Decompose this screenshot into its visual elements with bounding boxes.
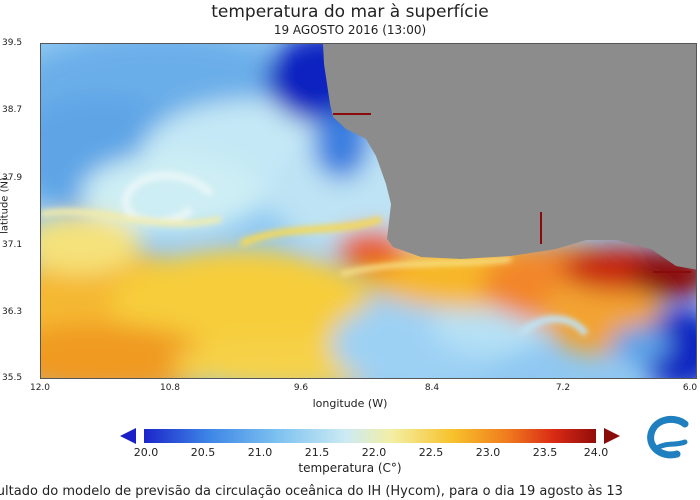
caption: sultado do modelo de previsão da circula… [0,484,623,499]
colorbar-tick: 20.5 [190,446,216,459]
colorbar-gradient [140,429,600,443]
x-tick: 7.2 [555,383,571,393]
y-tick: 37.9 [2,173,23,183]
x-tick: 8.4 [424,383,440,393]
y-tick: 39.5 [2,38,23,48]
y-tick: 35.5 [2,373,23,383]
colorbar-tick: 24.0 [583,446,609,459]
colorbar-min-arrow [120,428,136,444]
sst-map-panel[interactable] [40,43,697,379]
colorbar-label: temperatura (C°) [298,461,402,475]
x-tick: 9.6 [293,383,309,393]
ih-wave-logo-icon [647,415,689,459]
map-subtitle: 19 AGOSTO 2016 (13:00) [273,23,427,37]
colorbar-tick: 21.5 [304,446,330,459]
x-tick: 10.8 [159,383,181,393]
map-title: temperatura do mar à superfície [211,2,489,22]
y-tick: 36.3 [2,307,23,317]
colorbar-max-arrow [604,428,620,444]
sst-fine-structure [41,171,589,337]
y-tick: 38.7 [2,105,23,115]
sst-map [41,44,696,378]
colorbar-end-marker [596,429,600,443]
colorbar-tick: 22.5 [418,446,444,459]
y-tick: 37.1 [2,240,23,250]
land-mass [323,44,696,270]
colorbar-tick: 20.0 [133,446,159,459]
colorbar [120,428,620,444]
x-axis-label: longitude (W) [312,397,388,410]
x-tick: 6.0 [682,383,698,393]
colorbar-end-marker [140,429,144,443]
colorbar-tick: 23.5 [532,446,558,459]
colorbar-tick: 22.0 [361,446,387,459]
colorbar-tick: 23.0 [475,446,501,459]
x-tick: 12.0 [29,383,51,393]
colorbar-tick: 21.0 [247,446,273,459]
